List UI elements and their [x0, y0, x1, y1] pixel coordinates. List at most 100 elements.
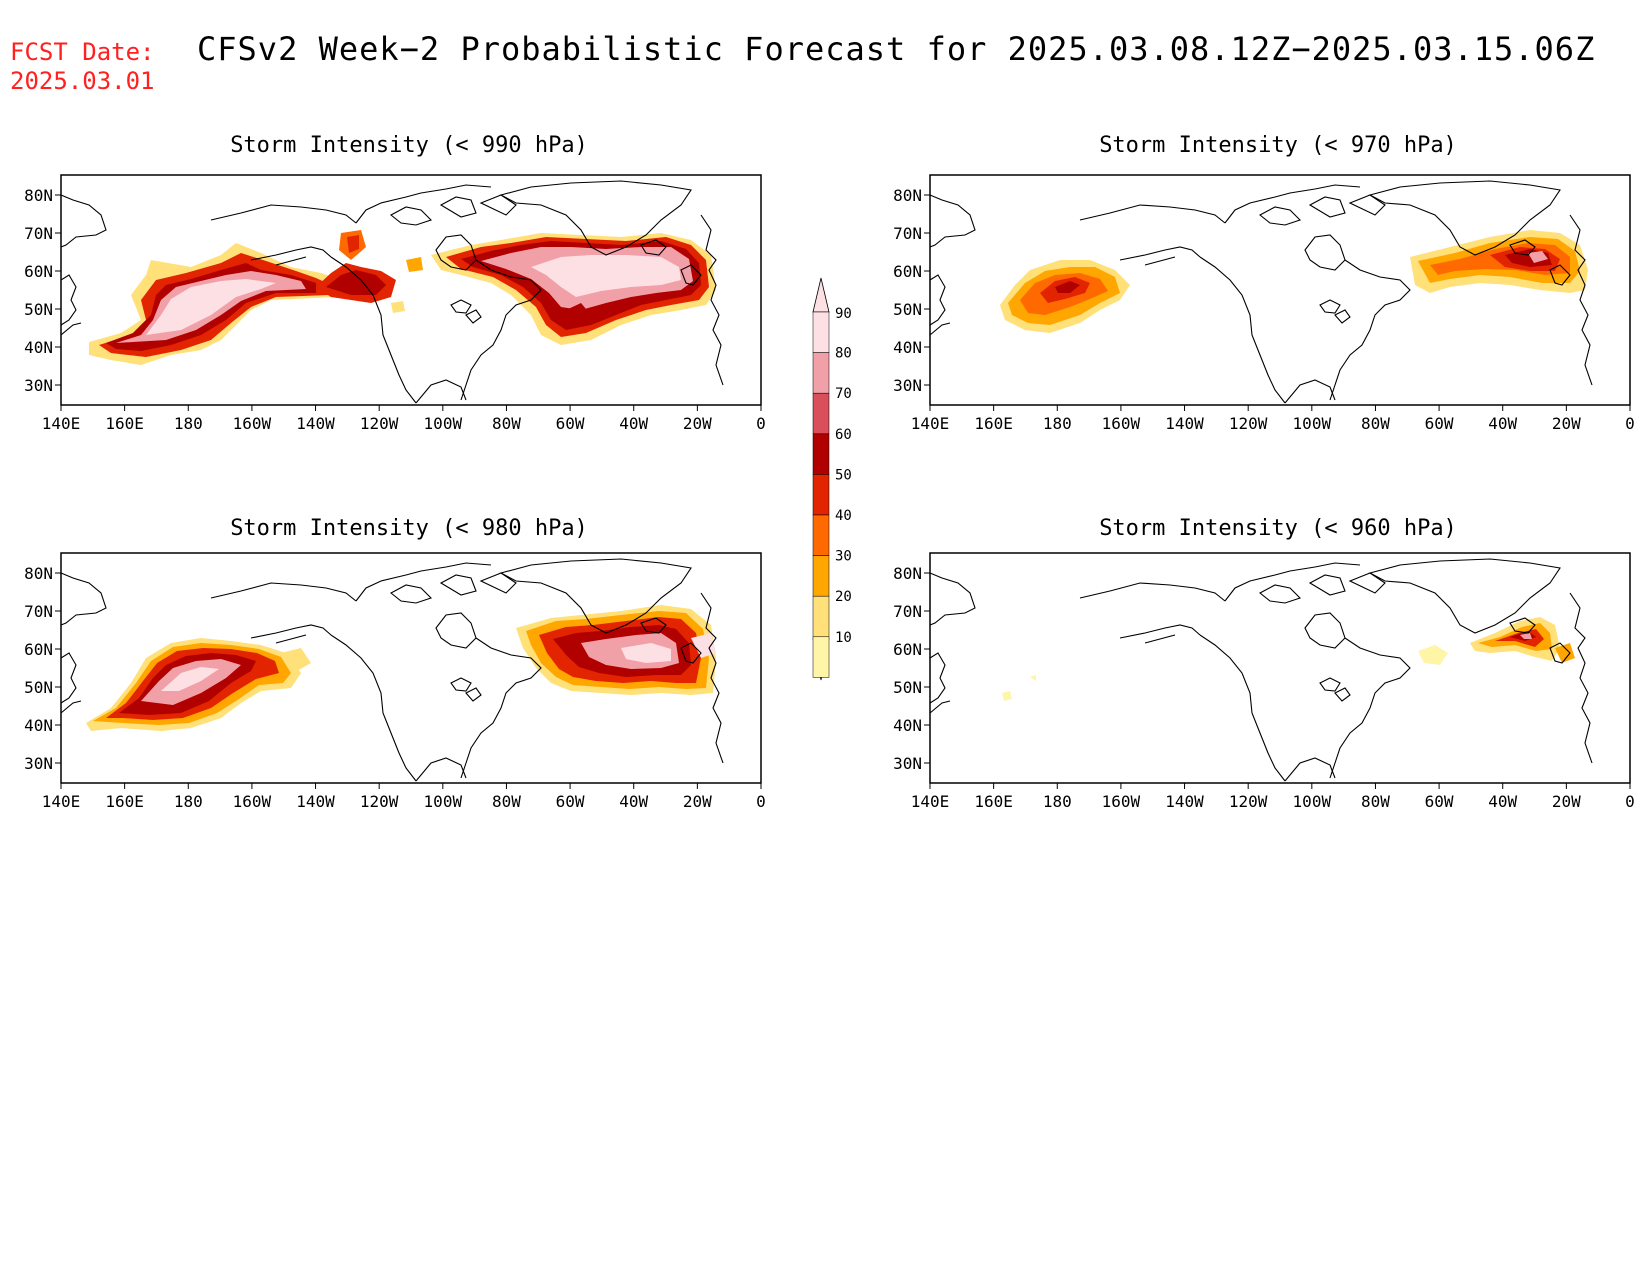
- lat-tick-label: 30N: [893, 376, 922, 395]
- map-frame: [929, 552, 1631, 784]
- colorbar-label: 80: [835, 346, 852, 362]
- lon-tick-label: 40W: [1488, 792, 1517, 811]
- lon-tick-label: 120W: [1229, 414, 1268, 433]
- lon-tick-label: 160E: [974, 414, 1013, 433]
- lon-tick-label: 100W: [424, 792, 463, 811]
- colorbar-swatch: [812, 595, 830, 638]
- lon-tick-label: 140W: [1165, 414, 1204, 433]
- panel-title-970: Storm Intensity (< 970 hPa): [1099, 133, 1457, 158]
- lon-tick-label: 120W: [360, 414, 399, 433]
- lon-tick-label: 140E: [911, 792, 950, 811]
- colorbar-top-arrow: [812, 277, 830, 313]
- lat-tick-label: 70N: [24, 224, 53, 243]
- lon-tick-label: 0: [1625, 792, 1635, 811]
- lon-tick-label: 100W: [1293, 414, 1332, 433]
- lat-tick-label: 40N: [24, 338, 53, 357]
- lat-tick-label: 30N: [893, 754, 922, 773]
- colorbar-label: 20: [835, 589, 852, 605]
- colorbar-label: 60: [835, 427, 852, 443]
- colorbar-swatch: [812, 636, 830, 678]
- lat-tick-label: 60N: [24, 640, 53, 659]
- lat-tick-label: 60N: [893, 640, 922, 659]
- lon-tick-label: 180: [174, 414, 203, 433]
- lon-tick-label: 140W: [1165, 792, 1204, 811]
- colorbar-label: 30: [835, 549, 852, 565]
- lat-tick-label: 40N: [893, 716, 922, 735]
- lon-tick-label: 120W: [1229, 792, 1268, 811]
- probability-field: [1002, 617, 1575, 701]
- map-panel-960: [1002, 617, 1575, 701]
- lat-tick-label: 80N: [893, 564, 922, 583]
- lon-tick-label: 140E: [42, 414, 81, 433]
- lon-tick-label: 140E: [42, 792, 81, 811]
- lat-tick-label: 40N: [24, 716, 53, 735]
- lat-tick-label: 50N: [893, 300, 922, 319]
- lon-tick-label: 60W: [556, 792, 585, 811]
- lon-tick-label: 60W: [1425, 792, 1454, 811]
- lat-tick-label: 70N: [893, 602, 922, 621]
- lon-tick-label: 140W: [296, 414, 335, 433]
- panel-title-980: Storm Intensity (< 980 hPa): [230, 516, 588, 541]
- lon-tick-label: 20W: [683, 414, 712, 433]
- lon-tick-label: 120W: [360, 792, 399, 811]
- lon-tick-label: 160W: [1102, 792, 1141, 811]
- lon-tick-label: 160E: [105, 792, 144, 811]
- lon-tick-label: 20W: [1552, 792, 1581, 811]
- colorbar-swatch: [812, 311, 830, 353]
- lat-tick-label: 50N: [24, 678, 53, 697]
- map-frame: [60, 174, 762, 406]
- lon-tick-label: 160E: [974, 792, 1013, 811]
- colorbar-swatch: [812, 514, 830, 556]
- lon-tick-label: 80W: [492, 414, 521, 433]
- map-frame: [929, 174, 1631, 406]
- colorbar-label: 90: [835, 306, 852, 322]
- axis-labels: 140E 160E 180 160W 140W 120W 100W 80W 60W 40W 20W 0…: [24, 186, 1635, 811]
- page-title: CFSv2 Week−2 Probabilistic Forecast for …: [197, 30, 1596, 68]
- colorbar-label: 40: [835, 508, 852, 524]
- lat-tick-label: 60N: [893, 262, 922, 281]
- colorbar-swatch: [812, 474, 830, 516]
- map-frame: [60, 552, 762, 784]
- map-panel-980: [86, 605, 716, 731]
- lon-tick-label: 60W: [556, 414, 585, 433]
- lon-tick-label: 100W: [1293, 792, 1332, 811]
- colorbar-swatch: [812, 392, 830, 435]
- colorbar-swatch: [812, 352, 830, 394]
- lon-tick-label: 160W: [233, 414, 272, 433]
- lon-tick-label: 0: [1625, 414, 1635, 433]
- lat-tick-label: 70N: [24, 602, 53, 621]
- lon-tick-label: 140E: [911, 414, 950, 433]
- lon-tick-label: 140W: [296, 792, 335, 811]
- lat-tick-label: 30N: [24, 376, 53, 395]
- probability-field: [1000, 230, 1588, 333]
- colorbar: 10 20 30 40 50 60 70 80 90: [812, 277, 852, 681]
- colorbar-label: 10: [835, 630, 852, 646]
- lon-tick-label: 0: [756, 414, 766, 433]
- lat-tick-label: 70N: [893, 224, 922, 243]
- lon-tick-label: 160E: [105, 414, 144, 433]
- lon-tick-label: 40W: [619, 792, 648, 811]
- colorbar-label: 50: [835, 467, 852, 483]
- panel-title-990: Storm Intensity (< 990 hPa): [230, 133, 588, 158]
- lon-tick-label: 60W: [1425, 414, 1454, 433]
- lat-tick-label: 50N: [24, 300, 53, 319]
- lat-tick-label: 80N: [24, 564, 53, 583]
- probability-field: [86, 605, 716, 731]
- colorbar-swatch: [812, 433, 830, 475]
- lon-tick-label: 100W: [424, 414, 463, 433]
- lon-tick-label: 160W: [1102, 414, 1141, 433]
- fcst-date-value: 2025.03.01: [10, 67, 155, 95]
- lon-tick-label: 40W: [1488, 414, 1517, 433]
- lat-tick-label: 80N: [24, 186, 53, 205]
- lon-tick-label: 40W: [619, 414, 648, 433]
- lon-tick-label: 0: [756, 792, 766, 811]
- lon-tick-label: 20W: [683, 792, 712, 811]
- lon-tick-label: 80W: [1361, 414, 1390, 433]
- lat-tick-label: 40N: [893, 338, 922, 357]
- lon-tick-label: 160W: [233, 792, 272, 811]
- lat-tick-label: 30N: [24, 754, 53, 773]
- forecast-date-block: FCST Date: 2025.03.01: [10, 38, 155, 96]
- lat-tick-label: 80N: [893, 186, 922, 205]
- lat-tick-label: 50N: [893, 678, 922, 697]
